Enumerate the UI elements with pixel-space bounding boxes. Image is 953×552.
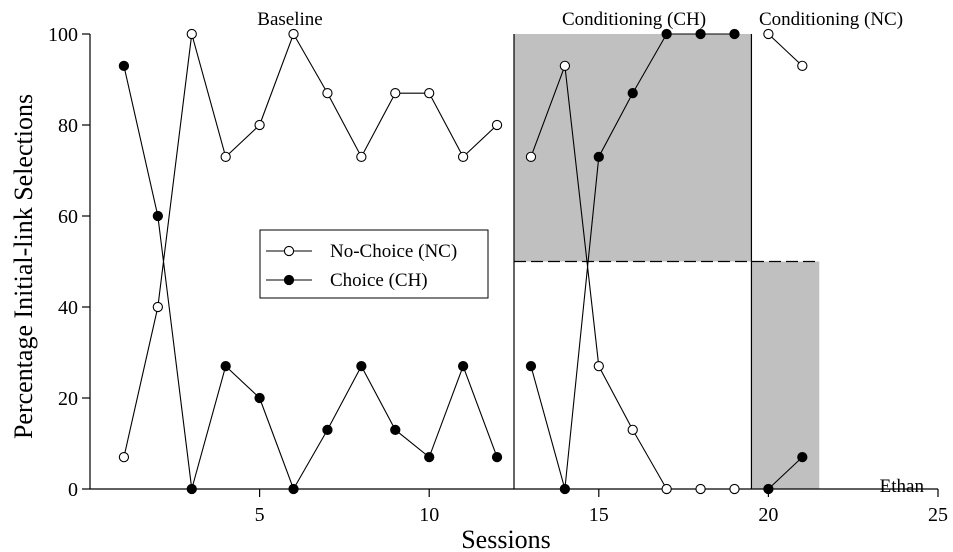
phase-label-0: Baseline (257, 9, 322, 30)
series-0-point-13 (525, 151, 537, 162)
series-0-line-segment-0 (123, 32, 498, 458)
series-0-point-12 (491, 119, 503, 131)
series-0-point-7 (322, 88, 333, 99)
series-0-point-17 (661, 483, 672, 495)
series-0-point-2 (152, 301, 163, 313)
series-1-line-segment-2 (768, 456, 803, 490)
series-1-point-3 (186, 483, 197, 495)
phase-label-2: Conditioning (NC) (759, 9, 903, 30)
participant-label: Ethan (880, 476, 925, 497)
series-0-point-4 (220, 151, 231, 162)
series-0-point-21 (797, 60, 808, 71)
y-tick-label-0: 0 (68, 479, 78, 501)
series-1-point-20 (763, 483, 774, 495)
series-0-point-6 (288, 28, 299, 40)
series-1-point-10 (424, 451, 435, 463)
series-1-point-1 (118, 60, 130, 71)
series-0-line-segment-2 (768, 33, 803, 67)
series-0-point-10 (424, 88, 435, 99)
series-0-point-15 (593, 360, 604, 372)
series-1-point-4 (220, 360, 231, 372)
series-1-point-12 (491, 451, 503, 463)
series-1-point-16 (627, 88, 638, 99)
y-tick-label-40: 40 (58, 297, 78, 319)
legend-label-0: No-Choice (NC) (330, 241, 457, 262)
y-axis-title: Percentage Initial-link Selections (9, 94, 38, 439)
series-1-point-9 (390, 424, 401, 435)
series-0-point-8 (356, 151, 367, 162)
series-1-point-17 (661, 28, 672, 40)
shaded-region-1 (751, 261, 820, 489)
series-1-line-segment-0 (123, 65, 498, 491)
shaded-region-0 (514, 34, 752, 262)
x-tick-label-5: 5 (255, 504, 265, 526)
legend-label-1: Choice (CH) (330, 270, 428, 291)
series-0-point-14 (559, 60, 571, 71)
legend-box (259, 229, 489, 299)
series-1-point-14 (559, 483, 571, 495)
axes: 0 20 40 60 80 100 5 10 15 20 25 Sessions Percentage … (9, 24, 948, 552)
series-1-point-6 (288, 483, 299, 495)
legend-marker-1 (283, 274, 295, 286)
y-tick-label-100: 100 (48, 24, 78, 46)
series-0-point-16 (627, 424, 638, 435)
shaded-regions (514, 34, 820, 489)
series-layer (118, 28, 808, 495)
series-1-point-15 (593, 151, 604, 162)
series-0-point-19 (729, 483, 740, 495)
series-1-point-8 (356, 360, 367, 372)
x-tick-label-15: 15 (589, 504, 609, 526)
series-1-point-21 (797, 451, 808, 463)
series-1-point-19 (729, 28, 740, 40)
series-0-point-18 (695, 483, 706, 495)
y-tick-label-20: 20 (58, 388, 78, 410)
series-1-point-7 (322, 424, 333, 435)
y-tick-label-80: 80 (58, 115, 78, 137)
series-1-point-2 (152, 210, 163, 222)
series-1-point-5 (254, 392, 265, 404)
phase-label-1: Conditioning (CH) (562, 9, 706, 30)
x-tick-label-25: 25 (928, 504, 948, 526)
series-1-point-13 (525, 360, 537, 372)
y-tick-label-60: 60 (58, 206, 78, 228)
reference-lines (513, 34, 820, 489)
x-tick-label-20: 20 (758, 504, 778, 526)
series-0-point-11 (457, 151, 469, 162)
x-tick-label-10: 10 (419, 504, 439, 526)
x-axis-title: Sessions (461, 525, 551, 552)
series-0-point-5 (254, 119, 265, 131)
series-0-point-3 (186, 28, 197, 40)
series-1-point-18 (695, 28, 706, 40)
labels-layer: Baseline Conditioning (CH) Conditioning (N… (257, 9, 924, 497)
series-0-point-1 (118, 451, 130, 463)
legend: No-Choice (NC) Choice (CH) (259, 229, 489, 299)
series-0-point-9 (390, 88, 401, 99)
legend-marker-0 (283, 245, 295, 257)
series-0-point-20 (763, 28, 774, 40)
series-1-point-11 (457, 360, 469, 372)
